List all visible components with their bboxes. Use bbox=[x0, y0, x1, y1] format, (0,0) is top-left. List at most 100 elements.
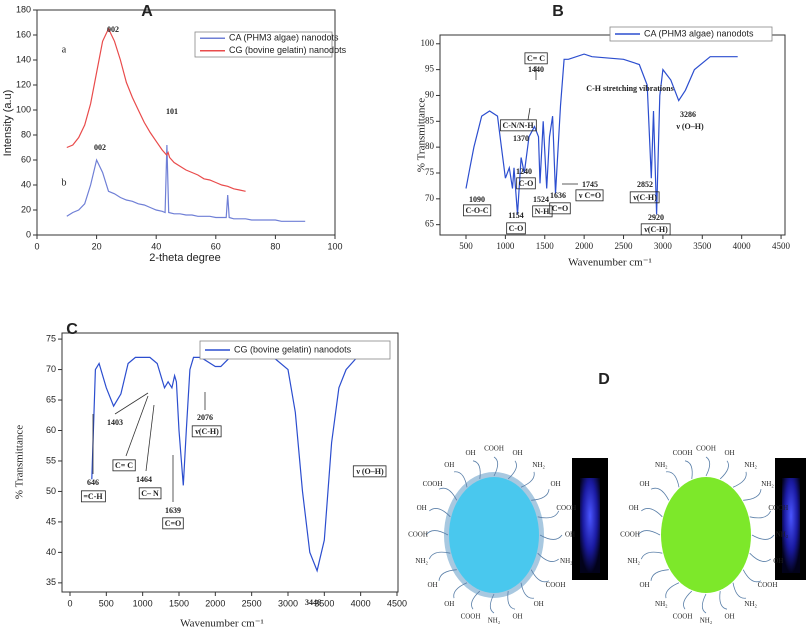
data-line bbox=[91, 356, 358, 573]
y-tick-label: 100 bbox=[16, 104, 31, 114]
functional-group: OH bbox=[629, 504, 639, 512]
annotation: ν (O–H) bbox=[355, 467, 384, 476]
y-tick-label: 60 bbox=[46, 425, 56, 435]
ligand-strand bbox=[530, 569, 550, 583]
annotation-arrow bbox=[145, 404, 155, 472]
data-line bbox=[66, 27, 246, 192]
y-tick-label: 70 bbox=[46, 364, 56, 374]
label-box bbox=[532, 205, 553, 218]
legend-box bbox=[609, 26, 773, 42]
functional-group: NH₂ bbox=[415, 557, 428, 565]
panel-label: B bbox=[552, 3, 564, 20]
y-tick-label: 0 bbox=[26, 229, 31, 239]
annotation: a bbox=[62, 44, 67, 55]
ligand-strand bbox=[493, 456, 499, 477]
annotation: 1440 bbox=[528, 65, 544, 74]
annotation: 1154 bbox=[508, 211, 524, 220]
legend-label: CG (bovine gelatin) nanodots bbox=[229, 45, 347, 55]
y-tick-label: 40 bbox=[46, 547, 56, 557]
panel-label: D bbox=[598, 371, 610, 388]
functional-group: OH bbox=[724, 612, 734, 620]
functional-group: COOH bbox=[696, 445, 716, 453]
y-axis-label: Intensity (a.u) bbox=[2, 90, 14, 157]
x-tick-label: 4000 bbox=[733, 241, 752, 251]
functional-group: COOH bbox=[484, 445, 504, 453]
annotation: 1370 bbox=[513, 134, 529, 143]
x-tick-label: 500 bbox=[99, 598, 114, 608]
label-box bbox=[629, 191, 660, 204]
annotation-arrow bbox=[114, 392, 149, 415]
x-tick-label: 100 bbox=[327, 241, 342, 251]
x-tick-label: 40 bbox=[151, 241, 161, 251]
ligand-strand bbox=[453, 582, 468, 599]
x-axis-label: Wavenumber cm⁻¹ bbox=[568, 257, 652, 269]
plot-frame bbox=[61, 332, 399, 593]
y-axis-label: % Transmittance bbox=[14, 425, 26, 499]
ligand-strand bbox=[650, 569, 669, 581]
x-axis-label: 2-theta degree bbox=[149, 252, 221, 264]
annotation: C-O bbox=[509, 224, 524, 233]
ligand-strand bbox=[665, 471, 680, 488]
y-tick-label: 180 bbox=[16, 4, 31, 14]
ligand-strand bbox=[683, 590, 693, 610]
annotation: C= C bbox=[527, 54, 545, 63]
ligand-strand bbox=[751, 534, 775, 540]
x-tick-label: 2000 bbox=[205, 598, 225, 608]
x-tick-label: 3500 bbox=[314, 598, 334, 608]
y-tick-label: 85 bbox=[425, 115, 435, 125]
annotation: 1639 bbox=[165, 506, 181, 515]
ligand-strand bbox=[507, 591, 516, 610]
ligand-strand bbox=[507, 460, 517, 480]
ligand-strand bbox=[438, 569, 457, 581]
ligand-strand bbox=[425, 530, 449, 536]
annotation: 1636 bbox=[550, 191, 566, 200]
functional-group: COOH bbox=[408, 531, 428, 539]
y-tick-label: 70 bbox=[425, 193, 435, 203]
functional-group: COOH bbox=[556, 504, 576, 512]
x-tick-label: 4000 bbox=[351, 598, 371, 608]
ligand-strand bbox=[428, 551, 451, 560]
functional-group: OH bbox=[427, 581, 437, 589]
vial-glow bbox=[580, 478, 600, 573]
ligand-strand bbox=[684, 460, 693, 479]
functional-group: COOH bbox=[620, 531, 640, 539]
x-tick-label: 1000 bbox=[133, 598, 153, 608]
functional-group: OH bbox=[639, 480, 649, 488]
x-tick-label: 2000 bbox=[575, 241, 594, 251]
functional-group: OH bbox=[773, 557, 783, 565]
annotation-arrow bbox=[527, 107, 531, 121]
label-box bbox=[112, 459, 136, 472]
y-tick-label: 35 bbox=[46, 577, 56, 587]
annotation: N-H bbox=[535, 207, 550, 216]
label-box bbox=[138, 487, 162, 500]
functional-group: NH₂ bbox=[761, 480, 774, 488]
annotation: 3286 bbox=[680, 110, 696, 119]
functional-group: NH₂ bbox=[744, 461, 757, 469]
vial-glow bbox=[782, 478, 800, 573]
y-tick-label: 65 bbox=[46, 394, 56, 404]
annotation: ν(C-H) bbox=[194, 427, 219, 436]
y-tick-label: 100 bbox=[421, 38, 435, 48]
plot-frame bbox=[36, 9, 336, 236]
annotation: C=O bbox=[552, 204, 569, 213]
annotation-arrow bbox=[125, 395, 149, 457]
functional-group: COOH bbox=[768, 504, 788, 512]
ligand-strand bbox=[719, 591, 728, 610]
legend-label: CA (PHM3 algae) nanodots bbox=[229, 33, 339, 43]
label-box bbox=[80, 490, 106, 503]
x-tick-label: 2500 bbox=[615, 241, 634, 251]
label-box bbox=[162, 517, 184, 530]
functional-group: NH₂ bbox=[655, 600, 668, 608]
annotation: b bbox=[62, 177, 67, 188]
functional-group: COOH bbox=[423, 480, 443, 488]
ligand-strand bbox=[640, 551, 663, 560]
x-tick-label: 0 bbox=[67, 598, 72, 608]
functional-group: NH₂ bbox=[655, 461, 668, 469]
y-axis-label: % Transmittance bbox=[416, 98, 428, 172]
nanodot bbox=[449, 477, 539, 593]
annotation: 646 bbox=[87, 478, 99, 487]
y-tick-label: 45 bbox=[46, 516, 56, 526]
label-box bbox=[516, 177, 536, 190]
annotation: ν C=O bbox=[578, 191, 601, 200]
functional-group: OH bbox=[512, 449, 522, 457]
